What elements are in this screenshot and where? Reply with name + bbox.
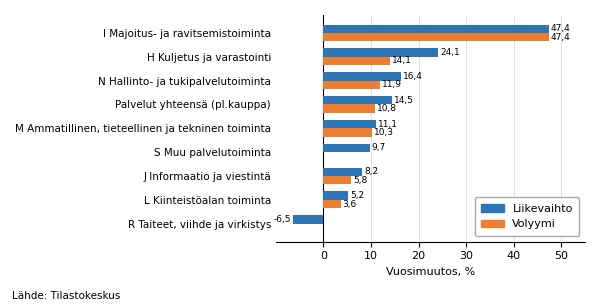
- Text: 11,1: 11,1: [378, 119, 398, 129]
- Bar: [323, 144, 370, 152]
- Bar: [323, 96, 392, 105]
- Bar: [323, 33, 549, 41]
- Text: 3,6: 3,6: [343, 199, 356, 209]
- Bar: [323, 25, 549, 33]
- Bar: [293, 215, 323, 224]
- Text: 14,5: 14,5: [394, 96, 414, 105]
- Text: 24,1: 24,1: [440, 48, 460, 57]
- Text: -6,5: -6,5: [273, 215, 290, 224]
- Bar: [323, 72, 401, 81]
- Text: 47,4: 47,4: [551, 33, 571, 42]
- Bar: [323, 48, 438, 57]
- Bar: [323, 120, 376, 128]
- Text: 10,8: 10,8: [377, 104, 397, 113]
- Bar: [323, 176, 351, 184]
- Text: 47,4: 47,4: [551, 24, 571, 33]
- Text: 5,2: 5,2: [350, 191, 364, 200]
- Text: Lähde: Tilastokeskus: Lähde: Tilastokeskus: [12, 291, 121, 301]
- Text: 14,1: 14,1: [392, 57, 412, 65]
- Bar: [323, 192, 348, 200]
- Bar: [323, 105, 375, 113]
- Bar: [323, 168, 362, 176]
- Text: 8,2: 8,2: [364, 167, 379, 176]
- Bar: [323, 81, 380, 89]
- Text: 16,4: 16,4: [403, 72, 423, 81]
- Text: 9,7: 9,7: [371, 143, 386, 153]
- Bar: [323, 57, 391, 65]
- Text: 10,3: 10,3: [374, 128, 394, 137]
- Bar: [323, 128, 373, 136]
- Bar: [323, 200, 341, 208]
- X-axis label: Vuosimuutos, %: Vuosimuutos, %: [386, 267, 475, 277]
- Legend: Liikevaihto, Volyymi: Liikevaihto, Volyymi: [475, 197, 580, 236]
- Text: 11,9: 11,9: [382, 80, 402, 89]
- Text: 5,8: 5,8: [353, 176, 367, 185]
